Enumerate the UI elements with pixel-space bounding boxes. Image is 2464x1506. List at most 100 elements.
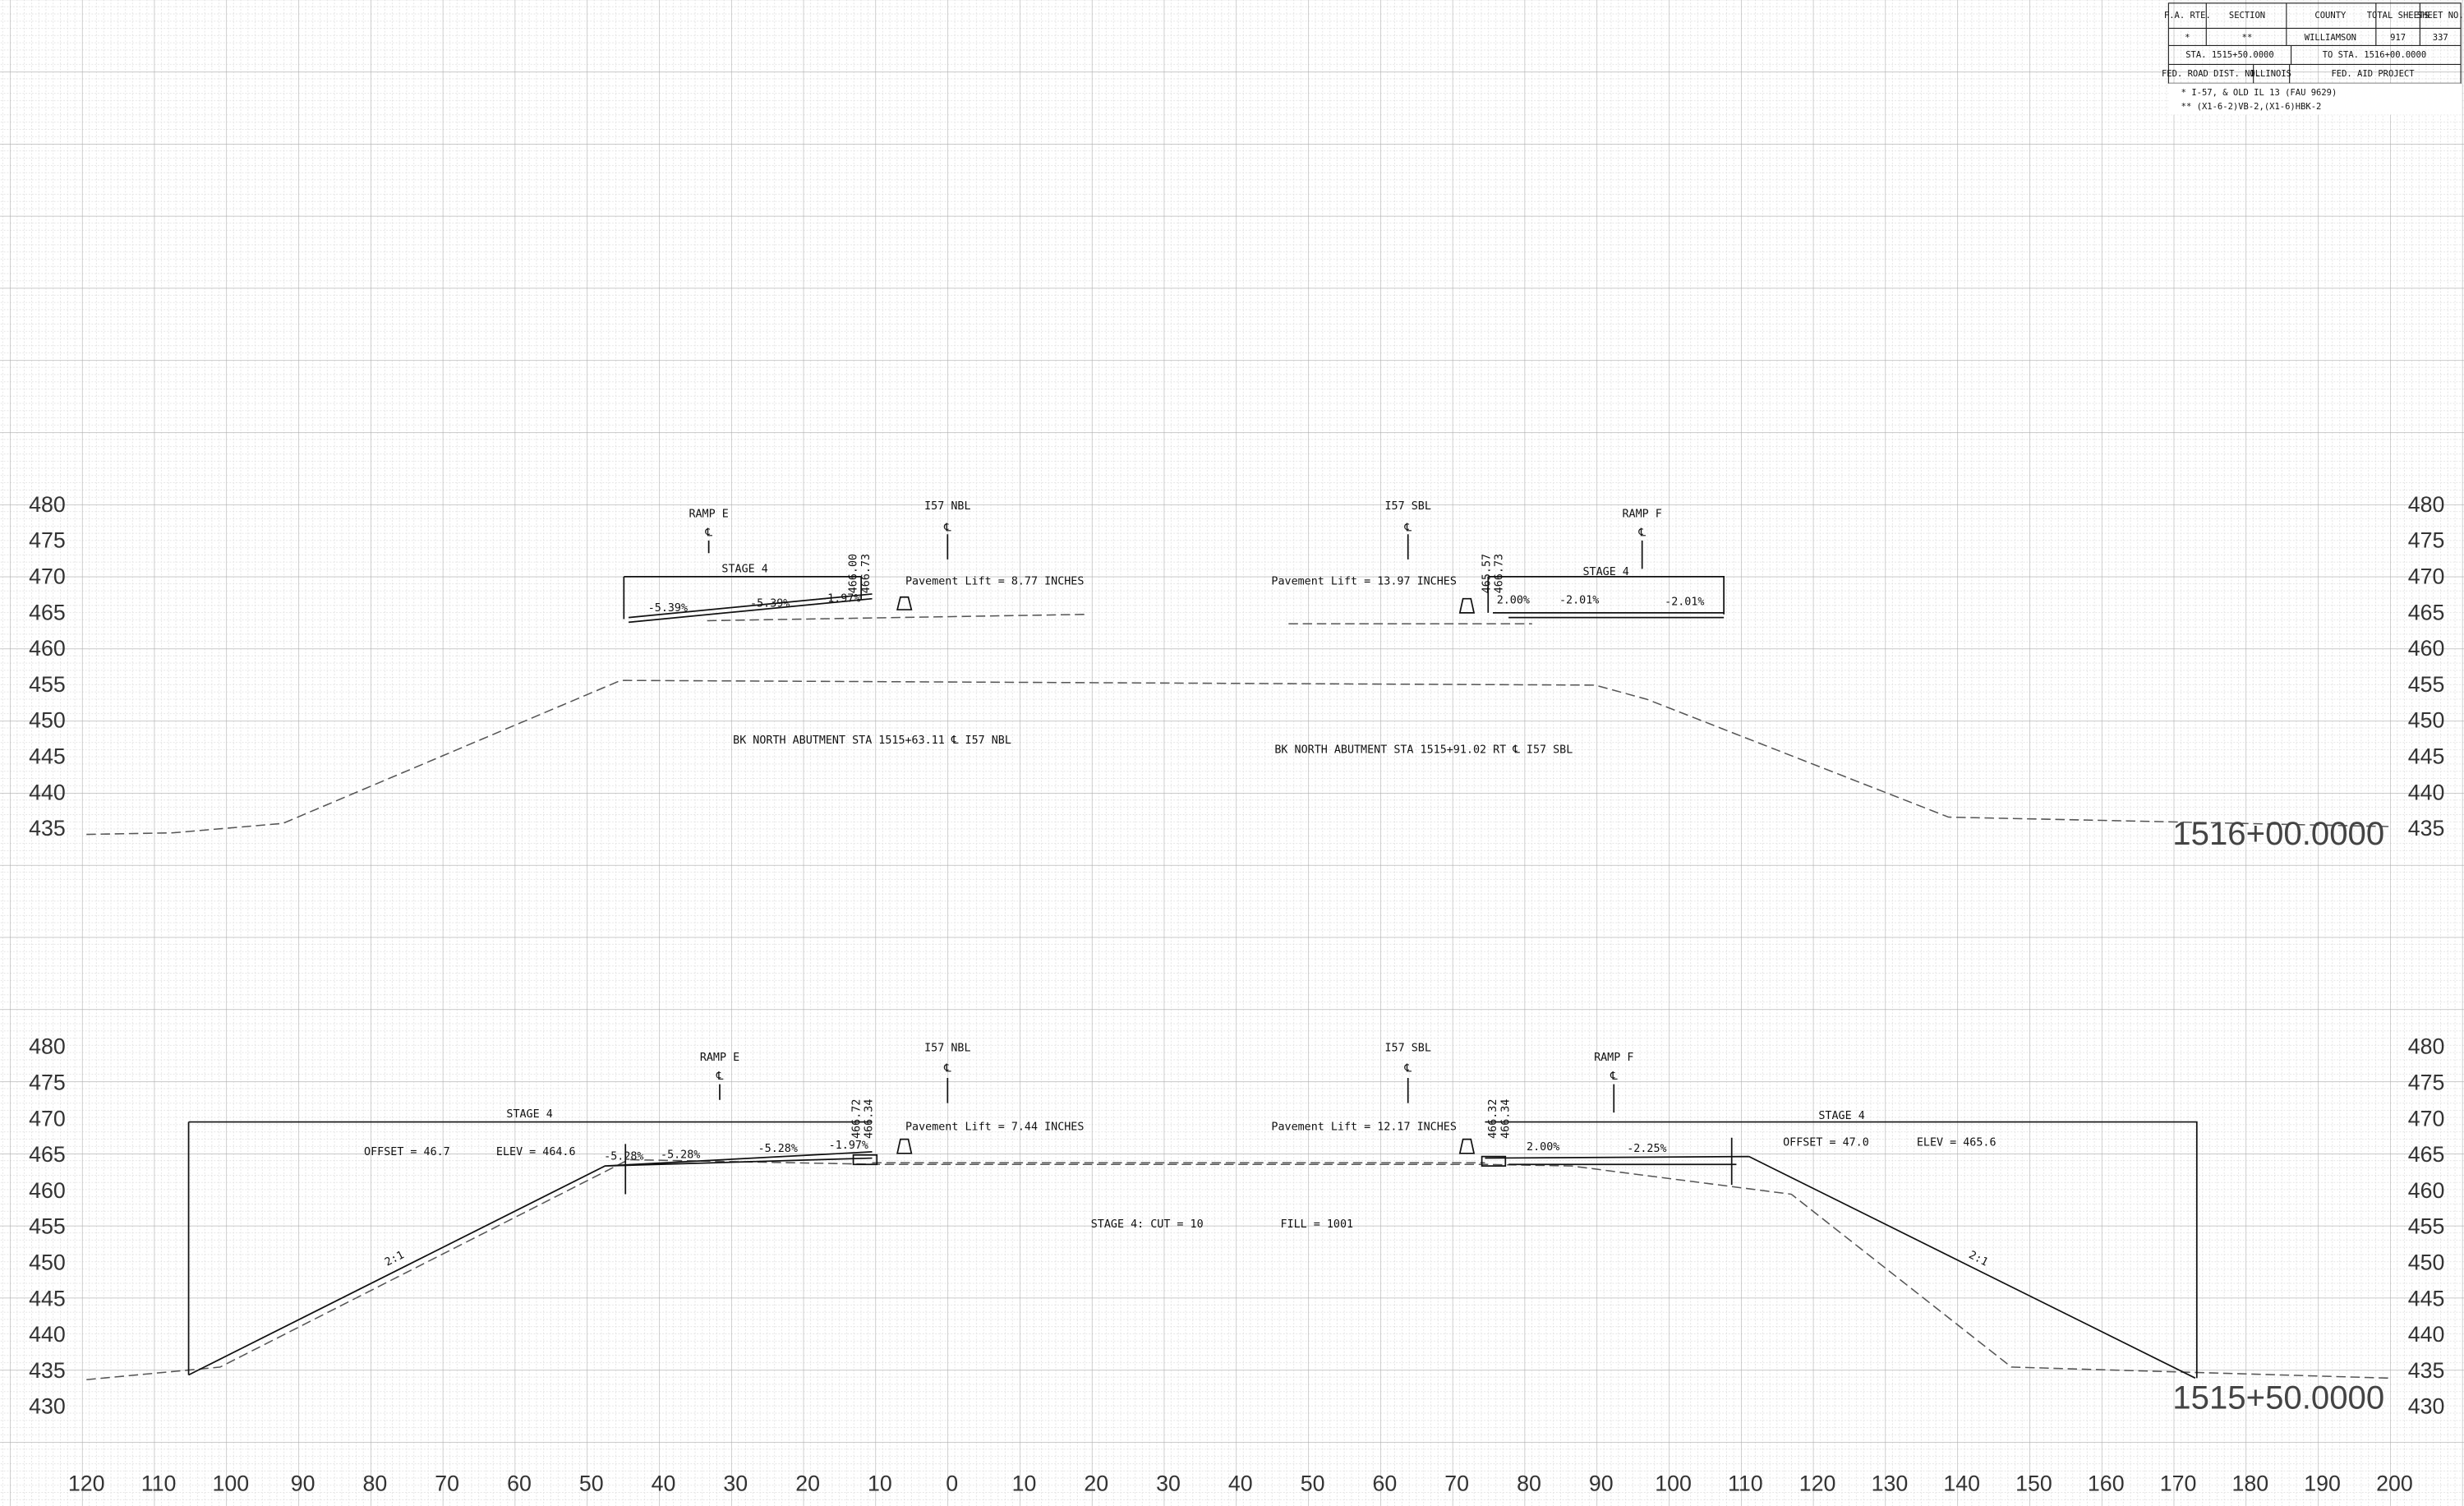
offset-label: 10 [868, 1471, 892, 1495]
offset-label: 180 [2232, 1471, 2269, 1495]
annotation: 466.34 [1499, 1099, 1512, 1139]
elevation-label: 475 [2408, 528, 2445, 553]
title-block-note: * I-57, & OLD IL 13 (FAU 9629) [2181, 88, 2337, 98]
offset-label: 80 [1517, 1471, 1541, 1495]
offset-label: 140 [1943, 1471, 1980, 1495]
annotation: RAMP F [1623, 508, 1662, 520]
offset-label: 60 [507, 1471, 532, 1495]
elevation-label: 475 [29, 1071, 66, 1095]
annotation: -2.01% [1559, 595, 1599, 607]
elevation-label: 435 [2408, 816, 2445, 841]
annotation: OFFSET = 46.7 [364, 1146, 450, 1158]
annotation: 466.73 [860, 554, 873, 593]
title-block-note: ** (X1-6-2)VB-2,(X1-6)HBK-2 [2181, 102, 2322, 112]
elevation-label: 480 [29, 1034, 66, 1059]
annotation: Pavement Lift = 7.44 INCHES [905, 1121, 1084, 1133]
offset-label: 120 [68, 1471, 105, 1495]
barrier [896, 596, 1476, 614]
annotation: ELEV = 464.6 [496, 1146, 576, 1158]
annotation: ℄ [704, 527, 712, 539]
elevation-label: 450 [2408, 708, 2445, 733]
annotation: RAMP F [1594, 1052, 1633, 1064]
elevation-label: 475 [2408, 1071, 2445, 1095]
offset-label: 50 [1301, 1471, 1325, 1495]
annotation: BK NORTH ABUTMENT STA 1515+63.11 ℄ I57 N… [733, 735, 1011, 747]
title-block-header: TOTAL SHEETS [2367, 11, 2429, 21]
elevation-label: 465 [29, 1142, 66, 1167]
proposed-section [187, 1121, 2198, 1379]
annotation: RAMP E [689, 508, 728, 520]
elevation-label: 455 [2408, 672, 2445, 697]
annotation: ℄ [1637, 527, 1646, 539]
title-block-cell: WILLIAMSON [2305, 33, 2356, 43]
annotation: I57 NBL [924, 500, 970, 513]
offset-label: 120 [1799, 1471, 1836, 1495]
elevation-label: 480 [2408, 492, 2445, 517]
existing-deck [707, 614, 1532, 625]
annotation: 466.00 [848, 554, 860, 593]
annotation: STAGE 4 [1583, 566, 1629, 578]
offset-label: 20 [795, 1471, 820, 1495]
annotation: -5.28% [604, 1151, 643, 1163]
elevation-label: 455 [29, 672, 66, 697]
annotation: I57 NBL [924, 1043, 970, 1055]
annotation: ℄ [1403, 523, 1412, 535]
annotation: FILL = 1001 [1280, 1218, 1353, 1231]
annotation: -5.39% [750, 597, 790, 610]
elevation-label: 465 [2408, 1142, 2445, 1167]
title-block-cell: * [2185, 33, 2190, 43]
offset-label: 70 [1444, 1471, 1469, 1495]
elevation-label: 470 [29, 564, 66, 589]
elevation-label: 460 [29, 1178, 66, 1203]
annotation: ℄ [1610, 1071, 1618, 1083]
offset-label: 100 [1655, 1471, 1692, 1495]
annotation: Pavement Lift = 8.77 INCHES [905, 576, 1084, 588]
title-block-cell: ** [2242, 33, 2253, 43]
centerline-ticks [719, 1078, 1615, 1113]
annotation: -5.39% [648, 602, 688, 615]
notes-box [2168, 83, 2462, 115]
elevation-label: 460 [29, 636, 66, 661]
annotation: -1.97% [821, 593, 860, 606]
annotation: -5.28% [661, 1149, 700, 1162]
title-block-header: SHEET NO. [2417, 11, 2464, 21]
offset-label: 110 [1728, 1471, 1763, 1495]
title-block-district: FED. AID PROJECT [2331, 69, 2415, 79]
elevation-label: 430 [2408, 1394, 2445, 1419]
title-block-header: F.A. RTE. [2164, 11, 2211, 21]
offset-label: 190 [2304, 1471, 2341, 1495]
title-block-header: COUNTY [2314, 11, 2347, 21]
existing-ground [86, 1158, 2389, 1380]
elevation-label: 455 [2408, 1214, 2445, 1239]
existing-ground [86, 679, 2389, 836]
elevation-label: 445 [2408, 1286, 2445, 1310]
elevation-label: 450 [29, 1250, 66, 1275]
elevation-label: 445 [29, 1286, 66, 1310]
title-block-cell: 917 [2390, 33, 2406, 43]
offset-label: 30 [1156, 1471, 1181, 1495]
annotation: 466.73 [1494, 554, 1506, 593]
annotation: ℄ [716, 1071, 724, 1083]
annotation: RAMP E [700, 1052, 739, 1064]
annotation: -5.28% [758, 1143, 798, 1155]
annotation: I57 SBL [1385, 1043, 1431, 1055]
annotation: ELEV = 465.6 [1917, 1136, 1997, 1149]
annotation: BK NORTH ABUTMENT STA 1515+91.02 RT ℄ I5… [1274, 744, 1573, 756]
offset-label: 160 [2088, 1471, 2125, 1495]
title-block-district: FED. ROAD DIST. NO. [2162, 69, 2260, 79]
title-block-cell: 337 [2433, 33, 2448, 43]
annotation: 466.72 [850, 1099, 863, 1139]
offset-label: 40 [652, 1471, 676, 1495]
offset-label: 20 [1084, 1471, 1108, 1495]
title-block-station: TO STA. 1516+00.0000 [2323, 50, 2426, 60]
centerline-ticks [707, 534, 1643, 569]
elevation-label: 435 [29, 816, 66, 841]
annotation: 2.00% [1527, 1141, 1559, 1154]
annotation: OFFSET = 47.0 [1783, 1136, 1869, 1149]
annotation: ℄ [943, 523, 951, 535]
offset-label: 40 [1228, 1471, 1253, 1495]
elevation-label: 470 [29, 1106, 66, 1131]
elevation-label: 465 [2408, 600, 2445, 624]
offset-label: 110 [141, 1471, 177, 1495]
